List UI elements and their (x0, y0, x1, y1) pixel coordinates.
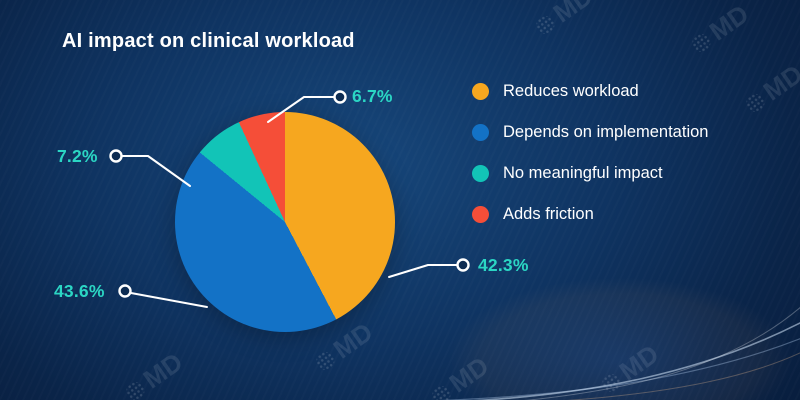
pct-label-adds-friction: 6.7% (352, 86, 393, 106)
legend-item-depends: Depends on implementation (472, 120, 708, 145)
dot-matrix-icon (122, 377, 148, 400)
md-watermark: MD (685, 0, 755, 60)
dot-matrix-icon (428, 381, 454, 400)
md-watermark-text: MD (547, 0, 599, 29)
callout-line-reduces (388, 264, 458, 278)
legend-item-reduces: Reduces workload (472, 79, 708, 104)
chart-legend: Reduces workload Depends on implementati… (472, 79, 708, 227)
md-watermark: MD (739, 59, 800, 121)
legend-label-depends: Depends on implementation (503, 123, 709, 141)
md-watermark-text: MD (613, 338, 665, 387)
callout-node-no-impact (109, 149, 123, 163)
callout-node-adds-friction (333, 90, 347, 104)
pct-label-no-impact: 7.2% (57, 146, 98, 166)
callout-line-no-impact (121, 155, 191, 187)
md-watermark-text: MD (137, 346, 189, 395)
dot-matrix-icon (688, 29, 714, 56)
md-watermark-text: MD (443, 350, 495, 399)
dot-matrix-icon (312, 347, 338, 374)
dot-matrix-icon (742, 89, 768, 116)
pie-chart (175, 112, 395, 332)
md-watermark: MD (529, 0, 599, 42)
legend-swatch-adds-friction (472, 206, 489, 223)
legend-swatch-no-impact (472, 165, 489, 182)
callout-line-depends (130, 292, 208, 308)
md-watermark-text: MD (327, 316, 379, 365)
legend-swatch-depends (472, 124, 489, 141)
legend-item-adds-friction: Adds friction (472, 202, 708, 227)
md-watermark-text: MD (703, 0, 755, 47)
callout-node-reduces (456, 258, 470, 272)
callout-node-depends (118, 284, 132, 298)
md-watermark-text: MD (757, 58, 800, 107)
md-watermark: MD (119, 347, 189, 400)
dot-matrix-icon (598, 369, 624, 396)
pct-label-depends: 43.6% (54, 281, 105, 301)
pct-label-reduces: 42.3% (478, 255, 529, 275)
md-watermark: MD (595, 339, 665, 400)
dot-matrix-icon (532, 11, 558, 38)
legend-label-no-impact: No meaningful impact (503, 164, 663, 182)
legend-label-adds-friction: Adds friction (503, 205, 594, 223)
md-watermark: MD (425, 351, 495, 400)
legend-swatch-reduces (472, 83, 489, 100)
corner-glow (390, 250, 800, 400)
legend-item-no-impact: No meaningful impact (472, 161, 708, 186)
chart-title: AI impact on clinical workload (62, 30, 355, 52)
legend-label-reduces: Reduces workload (503, 82, 639, 100)
